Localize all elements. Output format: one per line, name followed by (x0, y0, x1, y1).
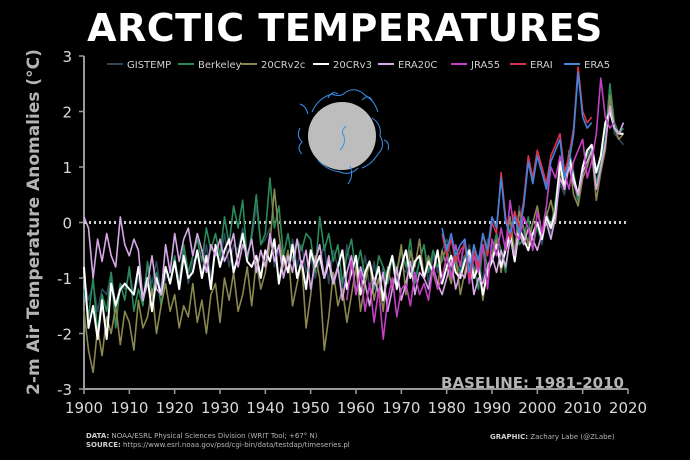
coastline (317, 159, 359, 174)
legend-label: ERA20C (398, 60, 437, 71)
data-text: NOAA/ESRL Physical Sciences Division (WR… (111, 432, 318, 440)
graphic-label: GRAPHIC: (490, 433, 529, 441)
coastline (361, 117, 384, 169)
coastline (327, 92, 373, 101)
graphic-text: Zachary Labe (@ZLabe) (530, 433, 615, 441)
arctic-globe-icon (297, 89, 389, 185)
x-tick-label: 2010 (564, 399, 602, 417)
x-tick-label: 1950 (292, 399, 330, 417)
series-line-era5 (441, 71, 593, 274)
legend: GISTEMP Berkeley 20CRv2c 20CRv3 ERA20C JRA55 E… (107, 60, 610, 71)
baseline-note: BASELINE: 1981-2010 (441, 374, 624, 392)
chart-title: ARCTIC TEMPERATURES (87, 6, 603, 50)
series-layer (83, 66, 625, 374)
graphic-credit: GRAPHIC: Zachary Labe (@ZLabe) (490, 433, 615, 441)
coastline (347, 165, 353, 185)
y-tick-label: -2 (57, 326, 72, 344)
legend-label: 20CRv2c (261, 60, 305, 71)
y-tick-label: 1 (62, 159, 72, 177)
source-text: https://www.esrl.noaa.gov/psd/cgi-bin/da… (123, 441, 350, 449)
series-line-20crv3 (83, 110, 624, 341)
legend-label: ERA5 (584, 60, 610, 71)
legend-label: ERAI (530, 60, 553, 71)
x-tick-label: 1980 (428, 399, 466, 417)
footer-credits: DATA: NOAA/ESRL Physical Sciences Divisi… (86, 432, 350, 450)
legend-label: 20CRv3 (333, 60, 372, 71)
x-tick-label: 1940 (246, 399, 284, 417)
data-label: DATA: (86, 432, 110, 440)
source-label: SOURCE: (86, 441, 121, 449)
legend-label: GISTEMP (127, 60, 171, 71)
x-tick-label: 1930 (201, 399, 239, 417)
y-tick-label: -3 (57, 381, 72, 399)
y-tick-label: -1 (57, 270, 72, 288)
series-line-jra55 (346, 77, 616, 340)
axes: 1900 1910 1920 1930 1940 1950 1960 1970 1980 1990… (57, 48, 647, 417)
coastline (297, 127, 303, 155)
y-tick-label: 3 (62, 48, 72, 66)
coastline (311, 89, 379, 113)
y-tick-label: 2 (62, 104, 72, 122)
x-tick-label: 1960 (337, 399, 375, 417)
globe-disc (308, 102, 376, 170)
coastline (339, 125, 347, 151)
x-tick-label: 1920 (156, 399, 194, 417)
x-tick-label: 1900 (65, 399, 103, 417)
x-tick-label: 2000 (518, 399, 556, 417)
legend-label: JRA55 (470, 60, 500, 71)
y-tick-label: 0 (62, 215, 72, 233)
x-tick-label: 1910 (110, 399, 148, 417)
legend-label: Berkeley (198, 60, 242, 71)
x-tick-label: 1990 (473, 399, 511, 417)
x-tick-label: 1970 (382, 399, 420, 417)
x-tick-label: 2020 (609, 399, 647, 417)
coastline (299, 103, 389, 151)
